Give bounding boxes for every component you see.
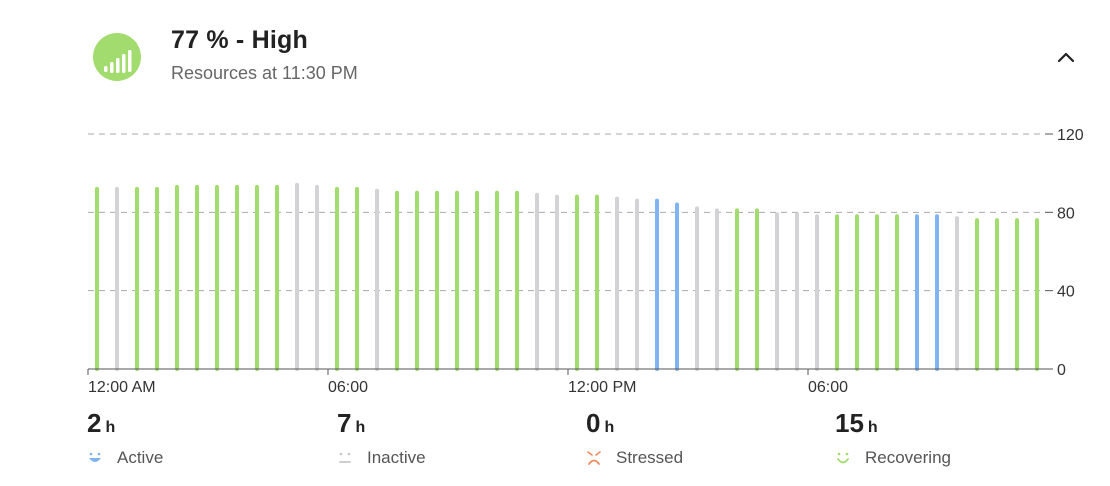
y-tick-label: 120 — [1057, 127, 1084, 144]
summary-stressed-value: 0 — [586, 408, 601, 438]
x-tick-label: 06:00 — [808, 379, 848, 396]
resources-bar-chart: 0 40 80 120 12:00 AM 06:00 12:00 PM 06:00 — [87, 127, 1084, 396]
summary-recovering-unit: h — [867, 419, 878, 436]
legend-inactive: Inactive — [337, 448, 426, 468]
legend-recovering-label: Recovering — [865, 448, 951, 467]
resources-gauge-icon — [93, 33, 141, 81]
summary-active-unit: h — [105, 419, 116, 436]
summary-inactive-unit: h — [355, 419, 366, 436]
summary-recovering: 15 h — [835, 408, 878, 439]
resources-title: 77 % - High — [171, 26, 308, 54]
legend-recovering: Recovering — [835, 448, 951, 468]
legend-active-label: Active — [117, 448, 164, 467]
y-tick-label: 0 — [1057, 362, 1066, 379]
x-tick-label: 06:00 — [328, 379, 368, 396]
y-tick-label: 40 — [1057, 284, 1075, 301]
summary-inactive-value: 7 — [337, 408, 352, 438]
legend-stressed: Stressed — [586, 448, 683, 468]
summary-stressed-unit: h — [604, 419, 615, 436]
x-tick-label: 12:00 PM — [568, 379, 636, 396]
y-tick-label: 80 — [1057, 205, 1075, 222]
stressed-face-icon — [587, 451, 601, 465]
summary-recovering-value: 15 — [835, 408, 864, 438]
legend-stressed-label: Stressed — [616, 448, 684, 467]
legend-inactive-label: Inactive — [367, 448, 426, 467]
inactive-face-icon — [339, 452, 351, 463]
summary-active-value: 2 — [87, 408, 102, 438]
resources-subtitle: Resources at 11:30 PM — [171, 63, 358, 83]
legend-active: Active — [87, 448, 163, 468]
active-face-icon — [89, 452, 101, 462]
chevron-up-icon[interactable] — [1052, 46, 1080, 68]
recovering-face-icon — [837, 452, 849, 464]
x-tick-label: 12:00 AM — [88, 379, 156, 396]
